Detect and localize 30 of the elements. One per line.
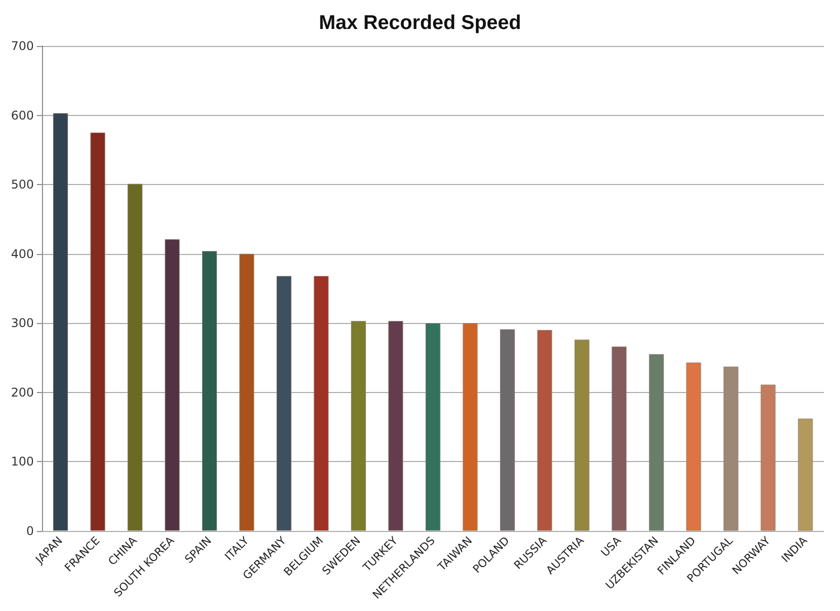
- bar: [276, 276, 292, 531]
- y-tick-label: 700: [11, 39, 34, 53]
- bar: [612, 346, 627, 531]
- y-tick-label: 600: [11, 108, 34, 122]
- bar: [388, 320, 404, 531]
- y-tick-label: 400: [11, 246, 34, 261]
- bar: [202, 250, 217, 531]
- bar: [798, 418, 813, 531]
- bar: [574, 340, 590, 531]
- bar: [462, 323, 478, 531]
- bar: [128, 184, 142, 531]
- bar: [723, 366, 738, 531]
- bar: [426, 323, 440, 531]
- bar: [90, 132, 106, 531]
- bar: [537, 330, 552, 531]
- y-tick-label: 0: [26, 524, 34, 538]
- bar: [648, 354, 664, 531]
- bar: [500, 329, 515, 531]
- y-tick-label: 300: [11, 316, 34, 330]
- bar: [53, 113, 68, 531]
- bar: [351, 320, 366, 531]
- bar: [314, 276, 329, 531]
- bar: [686, 362, 702, 531]
- bar: [239, 254, 254, 531]
- chart-title: Max Recorded Speed: [318, 12, 522, 34]
- y-tick-label: 200: [11, 385, 34, 400]
- bar: [164, 239, 180, 531]
- y-tick-label: 500: [11, 178, 34, 192]
- y-tick-label: 100: [11, 454, 34, 469]
- bar: [760, 384, 776, 531]
